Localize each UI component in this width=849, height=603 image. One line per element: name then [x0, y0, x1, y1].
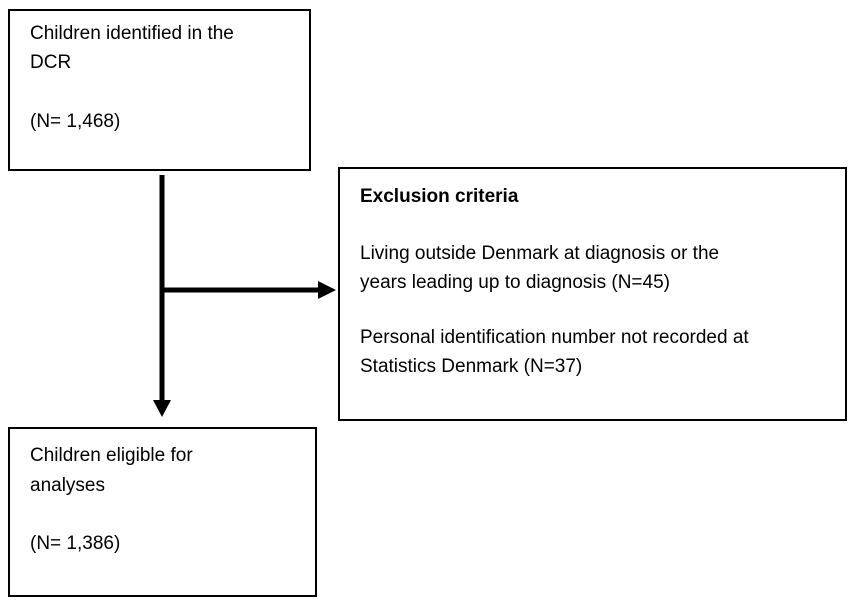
result-box: [8, 427, 317, 597]
node-text: Children eligible for: [30, 445, 193, 466]
node-count: (N= 1,386): [30, 533, 120, 554]
criterion-text: Living outside Denmark at diagnosis or t…: [360, 243, 719, 264]
exclusion-box: [338, 167, 847, 421]
arrow-head: [153, 400, 171, 417]
criterion-text: Statistics Denmark (N=37): [360, 356, 582, 377]
node-text: analyses: [30, 475, 105, 496]
node-count: (N= 1,468): [30, 111, 120, 132]
exclusion-title: Exclusion criteria: [360, 186, 519, 207]
start-box: [8, 9, 311, 171]
branch-head: [318, 281, 336, 299]
criterion-text: years leading up to diagnosis (N=45): [360, 272, 670, 293]
node-text: Children identified in the: [30, 23, 234, 44]
node-text: DCR: [30, 52, 71, 73]
criterion-text: Personal identification number not recor…: [360, 327, 749, 348]
